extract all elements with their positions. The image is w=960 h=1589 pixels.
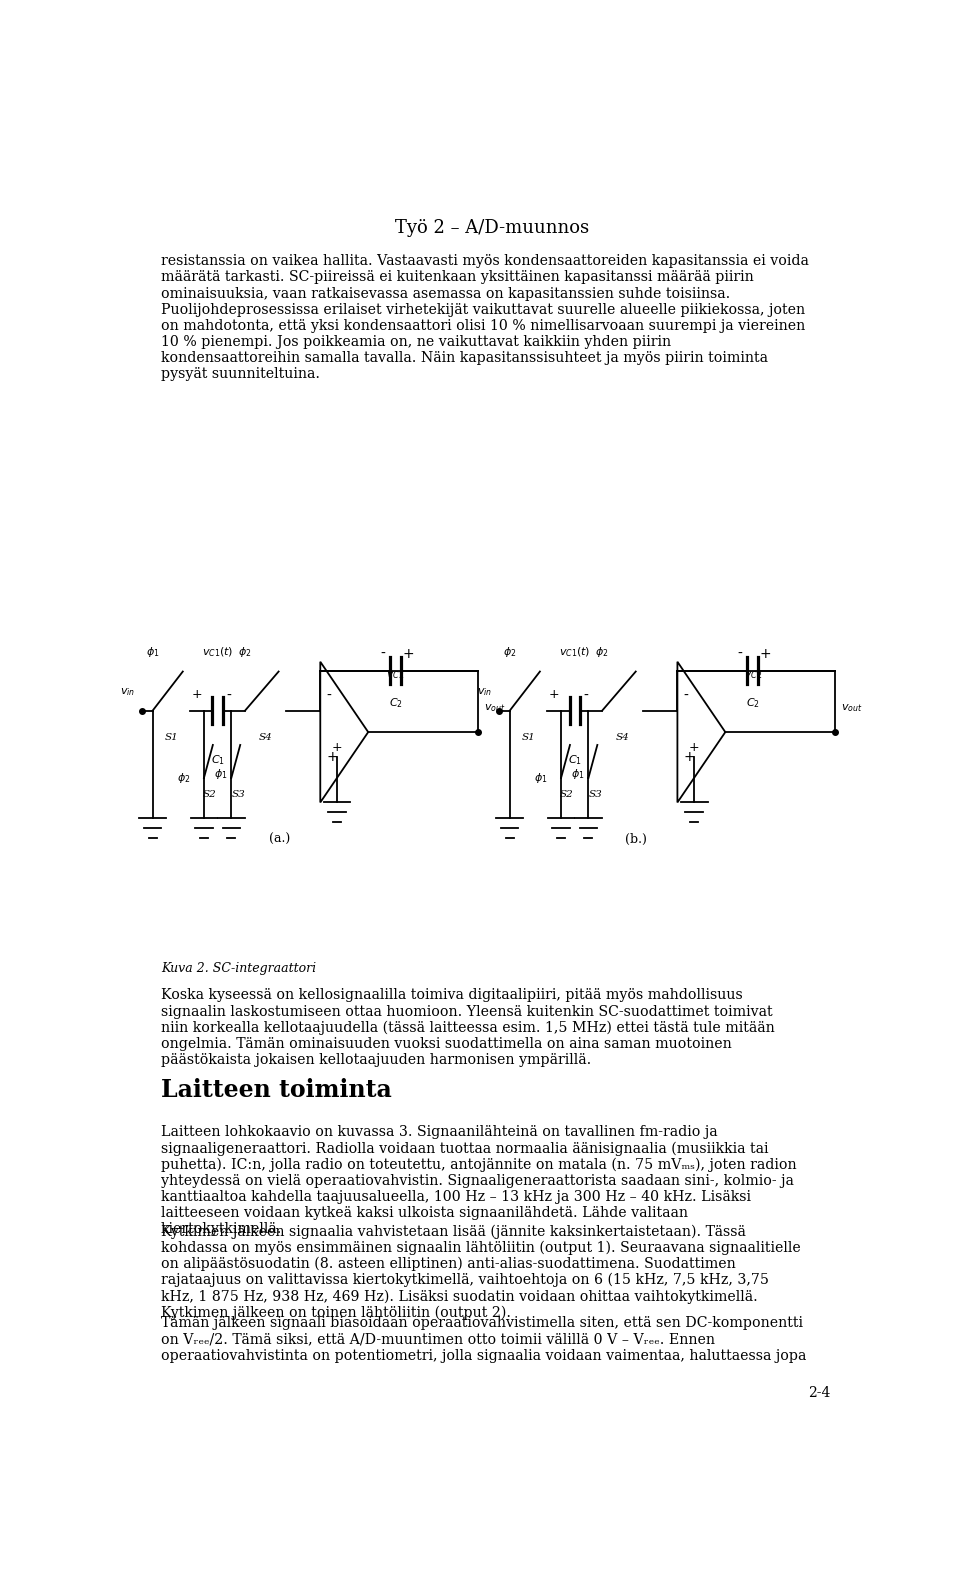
Text: $\phi_2$: $\phi_2$ bbox=[177, 771, 190, 785]
Text: (b.): (b.) bbox=[625, 833, 647, 845]
Text: yhteydessä on vielä operaatiovahvistin. Signaaligeneraattorista saadaan sini-, k: yhteydessä on vielä operaatiovahvistin. … bbox=[161, 1174, 794, 1189]
Text: Koska kyseessä on kellosignaalilla toimiva digitaalipiiri, pitää myös mahdollisu: Koska kyseessä on kellosignaalilla toimi… bbox=[161, 988, 743, 1003]
Text: $v_{C2}$: $v_{C2}$ bbox=[744, 669, 762, 680]
Text: +: + bbox=[684, 750, 695, 764]
Text: signaalin laskostumiseen ottaa huomioon. Yleensä kuitenkin SC-suodattimet toimiv: signaalin laskostumiseen ottaa huomioon.… bbox=[161, 1004, 773, 1019]
Text: ongelmia. Tämän ominaisuuden vuoksi suodattimella on aina saman muotoinen: ongelmia. Tämän ominaisuuden vuoksi suod… bbox=[161, 1038, 732, 1050]
Text: S1: S1 bbox=[164, 733, 179, 742]
Text: $v_{C1}(t)$: $v_{C1}(t)$ bbox=[202, 645, 233, 659]
Text: ominaisuuksia, vaan ratkaisevassa asemassa on kapasitanssien suhde toisiinsa.: ominaisuuksia, vaan ratkaisevassa asemas… bbox=[161, 286, 731, 300]
Text: +: + bbox=[326, 750, 338, 764]
Text: $v_{in}$: $v_{in}$ bbox=[477, 686, 492, 698]
Text: $v_{C2}$: $v_{C2}$ bbox=[387, 669, 405, 680]
Text: Työ 2 – A/D-muunnos: Työ 2 – A/D-muunnos bbox=[395, 219, 589, 237]
Text: -: - bbox=[380, 647, 385, 661]
Text: +: + bbox=[759, 647, 771, 661]
Text: Kytkimen jälkeen signaalia vahvistetaan lisää (jännite kaksinkertaistetaan). Täs: Kytkimen jälkeen signaalia vahvistetaan … bbox=[161, 1225, 746, 1239]
Text: resistanssia on vaikea hallita. Vastaavasti myös kondensaattoreiden kapasitanssi: resistanssia on vaikea hallita. Vastaava… bbox=[161, 254, 808, 269]
Text: $\phi_1$: $\phi_1$ bbox=[571, 767, 585, 782]
Text: $\phi_1$: $\phi_1$ bbox=[146, 645, 159, 659]
Text: (a.): (a.) bbox=[269, 833, 290, 845]
Text: $v_{out}$: $v_{out}$ bbox=[841, 702, 862, 713]
Text: -: - bbox=[684, 690, 688, 702]
Text: S4: S4 bbox=[615, 733, 630, 742]
Text: määrätä tarkasti. SC-piireissä ei kuitenkaan yksittäinen kapasitanssi määrää pii: määrätä tarkasti. SC-piireissä ei kuiten… bbox=[161, 270, 754, 284]
Text: Laitteen lohkokaavio on kuvassa 3. Signaanilähteinä on tavallinen fm-radio ja: Laitteen lohkokaavio on kuvassa 3. Signa… bbox=[161, 1125, 717, 1139]
Text: $\phi_1$: $\phi_1$ bbox=[214, 767, 228, 782]
Text: S4: S4 bbox=[258, 733, 273, 742]
Text: kohdassa on myös ensimmäinen signaalin lähtöliitin (output 1). Seuraavana signaa: kohdassa on myös ensimmäinen signaalin l… bbox=[161, 1241, 801, 1255]
Text: +: + bbox=[192, 688, 203, 701]
Text: on alipäästösuodatin (8. asteen elliptinen) anti-alias-suodattimena. Suodattimen: on alipäästösuodatin (8. asteen elliptin… bbox=[161, 1257, 735, 1271]
Text: Tämän jälkeen signaali biasoidaan operaatiovahvistimella siten, että sen DC-komp: Tämän jälkeen signaali biasoidaan operaa… bbox=[161, 1316, 803, 1330]
Text: Kytkimen jälkeen on toinen lähtöliitin (output 2).: Kytkimen jälkeen on toinen lähtöliitin (… bbox=[161, 1305, 511, 1320]
Text: $v_{C1}(t)$: $v_{C1}(t)$ bbox=[559, 645, 590, 659]
Text: päästökaista jokaisen kellotaajuuden harmonisen ympärillä.: päästökaista jokaisen kellotaajuuden har… bbox=[161, 1054, 591, 1068]
Text: niin korkealla kellotaajuudella (tässä laitteessa esim. 1,5 MHz) ettei tästä tul: niin korkealla kellotaajuudella (tässä l… bbox=[161, 1020, 775, 1034]
Text: 2-4: 2-4 bbox=[808, 1386, 830, 1400]
Text: puhetta). IC:n, jolla radio on toteutettu, antojännite on matala (n. 75 mVₘₛ), j: puhetta). IC:n, jolla radio on toteutett… bbox=[161, 1158, 797, 1173]
Text: $v_{in}$: $v_{in}$ bbox=[120, 686, 135, 698]
Text: Laitteen toiminta: Laitteen toiminta bbox=[161, 1077, 392, 1101]
Text: $C_2$: $C_2$ bbox=[746, 696, 759, 710]
Text: $C_2$: $C_2$ bbox=[389, 696, 402, 710]
Text: Kuva 2. SC-integraattori: Kuva 2. SC-integraattori bbox=[161, 961, 316, 974]
Text: kanttiaaltoa kahdella taajuusalueella, 100 Hz – 13 kHz ja 300 Hz – 40 kHz. Lisäk: kanttiaaltoa kahdella taajuusalueella, 1… bbox=[161, 1190, 751, 1204]
Text: rajataajuus on valittavissa kiertokytkimellä, vaihtoehtoja on 6 (15 kHz, 7,5 kHz: rajataajuus on valittavissa kiertokytkim… bbox=[161, 1273, 769, 1287]
Text: signaaligeneraattori. Radiolla voidaan tuottaa normaalia äänisignaalia (musiikki: signaaligeneraattori. Radiolla voidaan t… bbox=[161, 1141, 768, 1157]
Text: kiertokytkimellä.: kiertokytkimellä. bbox=[161, 1222, 282, 1236]
Text: $C_1$: $C_1$ bbox=[210, 753, 225, 766]
Text: 10 % pienempi. Jos poikkeamia on, ne vaikuttavat kaikkiin yhden piirin: 10 % pienempi. Jos poikkeamia on, ne vai… bbox=[161, 335, 671, 350]
Text: kHz, 1 875 Hz, 938 Hz, 469 Hz). Lisäksi suodatin voidaan ohittaa vaihtokytkimell: kHz, 1 875 Hz, 938 Hz, 469 Hz). Lisäksi … bbox=[161, 1289, 757, 1303]
Text: $\phi_2$: $\phi_2$ bbox=[503, 645, 516, 659]
Text: -: - bbox=[737, 647, 742, 661]
Text: +: + bbox=[549, 688, 560, 701]
Text: $\phi_1$: $\phi_1$ bbox=[534, 771, 547, 785]
Text: S3: S3 bbox=[232, 790, 246, 799]
Text: laitteeseen voidaan kytkeä kaksi ulkoista signaanilähdetä. Lähde valitaan: laitteeseen voidaan kytkeä kaksi ulkoist… bbox=[161, 1206, 688, 1220]
Text: -: - bbox=[326, 690, 331, 702]
Text: Puolijohdeprosessissa erilaiset virhetekijät vaikuttavat suurelle alueelle piiki: Puolijohdeprosessissa erilaiset virhetek… bbox=[161, 303, 805, 316]
Text: on mahdotonta, että yksi kondensaattori olisi 10 % nimellisarvoaan suurempi ja v: on mahdotonta, että yksi kondensaattori … bbox=[161, 319, 805, 334]
Text: on Vᵣₑₑ/2. Tämä siksi, että A/D-muuntimen otto toimii välillä 0 V – Vᵣₑₑ. Ennen: on Vᵣₑₑ/2. Tämä siksi, että A/D-muuntime… bbox=[161, 1333, 715, 1346]
Text: $C_1$: $C_1$ bbox=[567, 753, 582, 766]
Text: +: + bbox=[402, 647, 414, 661]
Text: kondensaattoreihin samalla tavalla. Näin kapasitanssisuhteet ja myös piirin toim: kondensaattoreihin samalla tavalla. Näin… bbox=[161, 351, 768, 365]
Text: $v_{out}$: $v_{out}$ bbox=[484, 702, 505, 713]
Text: +: + bbox=[689, 740, 700, 753]
Text: -: - bbox=[584, 690, 588, 704]
Text: $\phi_2$: $\phi_2$ bbox=[238, 645, 252, 659]
Text: $\phi_2$: $\phi_2$ bbox=[595, 645, 609, 659]
Text: operaatiovahvistinta on potentiometri, jolla signaalia voidaan vaimentaa, halutt: operaatiovahvistinta on potentiometri, j… bbox=[161, 1349, 806, 1363]
Text: +: + bbox=[332, 740, 343, 753]
Text: S2: S2 bbox=[203, 790, 217, 799]
Text: S3: S3 bbox=[589, 790, 603, 799]
Text: pysyät suunniteltuina.: pysyät suunniteltuina. bbox=[161, 367, 320, 381]
Text: -: - bbox=[227, 690, 231, 704]
Text: S1: S1 bbox=[521, 733, 536, 742]
Text: S2: S2 bbox=[560, 790, 574, 799]
